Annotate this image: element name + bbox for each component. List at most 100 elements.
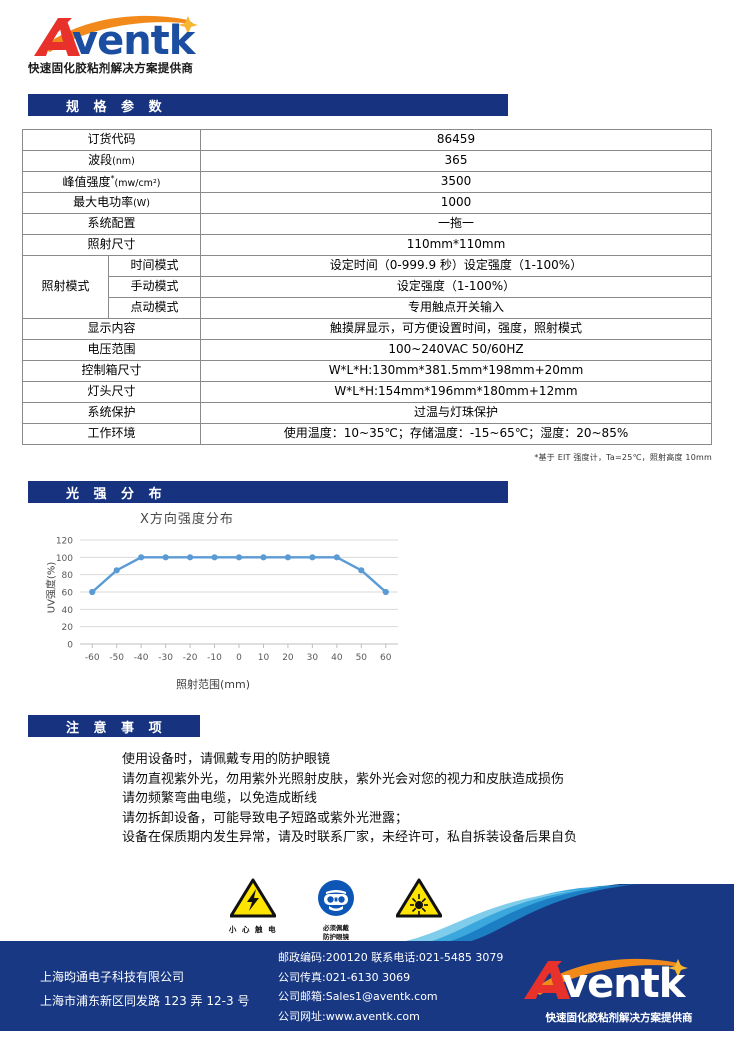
section-header-spec: 规 格 参 数 — [28, 94, 508, 116]
spec-value-cell: 一拖一 — [200, 213, 712, 235]
spec-label-cell: 照射尺寸 — [22, 234, 201, 256]
spec-label-cell: 系统保护 — [22, 402, 201, 424]
chart-y-tick: 0 — [67, 641, 73, 651]
chart-x-tick: 30 — [307, 653, 319, 663]
intensity-distribution-chart: X方向强度分布 0 20 40 60 80 100 120 -60 -50 -40 -30 -20-… — [28, 508, 508, 703]
spec-footnote: *基于 EIT 强度计，Ta=25℃，照射高度 10mm — [534, 453, 712, 462]
spec-label-cell: 系统配置 — [22, 213, 201, 235]
chart-data-point — [186, 554, 194, 561]
chart-x-tick: 20 — [282, 653, 294, 663]
table-row: 波段(nm) 365 — [22, 150, 712, 172]
electric-shock-warning-caption: 小 心 触 电 — [228, 925, 278, 934]
table-row: 显示内容 触摸屏显示，可方便设置时间，强度，照射模式 — [22, 318, 712, 340]
goggles-required-caption: 必须佩戴 防护眼镜 — [305, 924, 367, 942]
section-header-notice-label: 注 意 事 项 — [66, 720, 167, 736]
chart-plot-svg: 0 20 40 60 80 100 120 -60 -50 -40 -30 -20 -10 0 10 20 3… — [56, 537, 398, 663]
chart-y-tick: 100 — [56, 554, 73, 564]
spec-value-cell: W*L*H:130mm*381.5mm*198mm+20mm — [200, 360, 712, 382]
spec-value-cell: 设定强度（1-100%） — [200, 276, 712, 298]
chart-y-tick: 60 — [62, 589, 74, 599]
chart-x-axis-label: 照射范围(mm) — [176, 678, 251, 691]
notice-list: 使用设备时，请佩戴专用的防护眼镜 请勿直视紫外光，勿用紫外光照射皮肤，紫外光会对您… — [122, 750, 577, 848]
uv-radiation-triangle-icon — [395, 878, 443, 918]
spec-value-cell: 触摸屏显示，可方便设置时间，强度，照射模式 — [200, 318, 712, 340]
chart-x-tick: 40 — [331, 653, 343, 663]
chart-data-point — [333, 554, 340, 561]
footer-company-address: 上海市浦东新区同发路 123 弄 12-3 号 — [40, 994, 250, 1008]
chart-y-tick-labels: 0 20 40 60 80 100 120 — [56, 537, 73, 651]
spec-sublabel-cell: 时间模式 — [108, 255, 201, 277]
chart-y-tick: 40 — [62, 606, 74, 616]
chart-data-point — [358, 567, 365, 574]
spec-value-cell: 专用触点开关输入 — [200, 297, 712, 319]
notice-item: 使用设备时，请佩戴专用的防护眼镜 — [122, 752, 331, 767]
chart-data-points — [89, 554, 389, 596]
spec-group-label-cell: 照射模式 — [22, 255, 109, 319]
chart-x-tick-labels: -60 -50 -40 -30 -20 -10 0 10 20 30 40 50 60 — [85, 653, 392, 663]
spec-value-cell: 使用温度：10~35℃；存储温度：-15~65℃；湿度：20~85% — [200, 423, 712, 445]
footer-company-block: 上海昀通电子科技有限公司 上海市浦东新区同发路 123 弄 12-3 号 — [40, 965, 249, 1013]
notice-item: 请勿拆卸设备，可能导致电子短路或紫外光泄露； — [122, 810, 409, 826]
footer-email[interactable]: 公司邮箱:Sales1@aventk.com — [278, 990, 438, 1003]
chart-x-tick: -10 — [207, 653, 222, 663]
safety-goggles-required-icon: 必须佩戴 防护眼镜 — [305, 878, 367, 942]
footer-brand-tagline: 快速固化胶粘剂解决方案提供商 — [545, 1012, 693, 1024]
goggles-circle-icon — [318, 880, 354, 916]
spec-label-cell: 电压范围 — [22, 339, 201, 361]
spec-value-cell: W*L*H:154mm*196mm*180mm+12mm — [200, 381, 712, 403]
brand-tagline: 快速固化胶粘剂解决方案提供商 — [28, 61, 194, 75]
section-header-spec-label: 规 格 参 数 — [66, 99, 167, 115]
uv-radiation-warning-icon — [388, 878, 450, 924]
chart-data-point — [162, 554, 169, 561]
spec-label-cell: 控制箱尺寸 — [22, 360, 201, 382]
table-row: 系统保护 过温与灯珠保护 — [22, 402, 712, 424]
table-row: 照射模式 时间模式 设定时间（0-999.9 秒）设定强度（1-100%） — [22, 255, 712, 319]
notice-item: 设备在保质期内发生异常，请及时联系厂家，未经许可，私自拆装设备后果自负 — [122, 830, 578, 845]
brand-logo: ventk — [28, 12, 228, 60]
chart-x-tick: 60 — [380, 653, 392, 663]
spec-label-cell: 订货代码 — [22, 129, 201, 151]
section-header-distribution-label: 光 强 分 布 — [66, 486, 167, 502]
spec-label-cell: 最大电功率(W) — [22, 192, 201, 214]
spec-value-cell: 365 — [200, 150, 712, 172]
chart-axis-lines — [80, 643, 398, 648]
table-row: 峰值强度*(mw/cm²) 3500 — [22, 171, 712, 193]
chart-x-tick: -60 — [85, 653, 100, 663]
table-row: 系统配置 一拖一 — [22, 213, 712, 235]
footer-brand-logo: ventk 快速固化胶粘剂解决方案提供商 — [520, 955, 718, 1025]
chart-x-tick: 10 — [258, 653, 270, 663]
goggles-caption-line1: 必须佩戴 — [323, 924, 349, 932]
chart-y-tick: 80 — [62, 571, 74, 581]
footer-postcode-phone: 邮政编码:200120 联系电话:021-5485 3079 — [278, 951, 504, 964]
footer-website[interactable]: 公司网址:www.aventk.com — [278, 1009, 420, 1023]
goggles-caption-line2: 防护眼镜 — [323, 933, 349, 941]
chart-x-tick: -30 — [158, 653, 173, 663]
spec-label-cell: 显示内容 — [22, 318, 201, 340]
page-footer: 上海昀通电子科技有限公司 上海市浦东新区同发路 123 弄 12-3 号 邮政编… — [0, 941, 734, 1031]
footer-aventk-logo-icon: ventk — [524, 958, 688, 1007]
spec-value-cell: 过温与灯珠保护 — [200, 402, 712, 424]
table-row: 电压范围 100~240VAC 50/60HZ — [22, 339, 712, 361]
chart-y-axis-label: UV强度(%) — [46, 561, 58, 614]
warning-icon-strip: 小 心 触 电 必须佩戴 防护眼镜 — [0, 878, 734, 942]
section-header-notice: 注 意 事 项 — [28, 715, 200, 737]
chart-data-point — [382, 588, 389, 596]
spec-value-cell: 110mm*110mm — [200, 234, 712, 256]
chart-data-point — [309, 554, 316, 561]
table-row: 工作环境 使用温度：10~35℃；存储温度：-15~65℃；湿度：20~85% — [22, 423, 712, 445]
chart-data-point — [260, 554, 267, 561]
aventk-logo-icon: ventk — [34, 15, 198, 60]
chart-data-point — [89, 588, 96, 596]
chart-data-point — [211, 554, 218, 561]
spec-label-cell: 工作环境 — [22, 423, 201, 445]
table-row: 灯头尺寸 W*L*H:154mm*196mm*180mm+12mm — [22, 381, 712, 403]
table-row: 点动模式 专用触点开关输入 — [23, 297, 712, 319]
table-row: 照射尺寸 110mm*110mm — [22, 234, 712, 256]
spec-value-cell: 设定时间（0-999.9 秒）设定强度（1-100%） — [200, 255, 712, 277]
notice-item: 请勿频繁弯曲电缆，以免造成断线 — [122, 791, 318, 806]
chart-data-point — [113, 567, 120, 574]
chart-x-tick: -40 — [134, 653, 149, 663]
spec-label-cell: 灯头尺寸 — [22, 381, 201, 403]
svg-text:ventk: ventk — [72, 18, 197, 60]
footer-wave-graphic — [368, 884, 734, 946]
